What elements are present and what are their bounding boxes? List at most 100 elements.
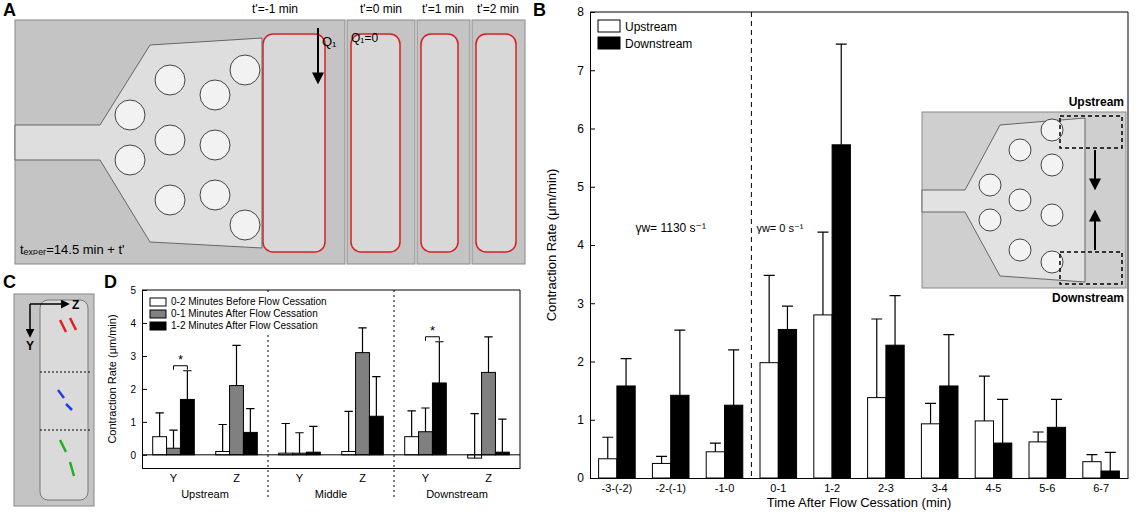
legend-item: 0-2 Minutes Before Flow Cessation bbox=[150, 296, 327, 307]
error-bar bbox=[435, 342, 443, 383]
pillar bbox=[155, 65, 185, 95]
axis-arrow bbox=[30, 303, 68, 305]
pillar bbox=[1041, 154, 1063, 176]
x-tick: 1-2 bbox=[824, 478, 840, 494]
error-bar bbox=[344, 411, 352, 451]
panel-c: ZY bbox=[14, 294, 94, 506]
clot-outline bbox=[421, 34, 458, 252]
y-tick-label: 2 bbox=[130, 384, 136, 395]
y-tick: 8 bbox=[577, 5, 595, 19]
y-tick: 2 bbox=[130, 384, 147, 395]
error-bar bbox=[1086, 455, 1097, 462]
y-tick-mark bbox=[142, 356, 147, 357]
legend-swatch bbox=[598, 37, 620, 49]
bar bbox=[369, 416, 383, 455]
x-tick-label: 3-4 bbox=[932, 482, 948, 494]
error-bar bbox=[421, 408, 429, 432]
y-tick: 3 bbox=[577, 297, 595, 311]
bar bbox=[778, 329, 796, 478]
y-tick-label: 3 bbox=[577, 297, 584, 311]
y-tick-mark bbox=[590, 245, 595, 246]
error-bar bbox=[836, 44, 847, 145]
x-tick-label: 2-3 bbox=[878, 482, 894, 494]
group-label: Middle bbox=[315, 488, 347, 500]
x-tick-label: -2-(-1) bbox=[655, 482, 686, 494]
panel-letter: C bbox=[3, 272, 16, 292]
group-label: Downstream bbox=[426, 488, 488, 500]
legend-item: Upstream bbox=[598, 20, 677, 34]
legend-swatch bbox=[150, 322, 166, 330]
error-bar bbox=[484, 337, 492, 373]
bar bbox=[671, 395, 689, 478]
x-tick-label: 0-1 bbox=[770, 482, 786, 494]
plot-marks bbox=[599, 44, 1120, 478]
bar bbox=[1101, 471, 1119, 478]
legend-swatch bbox=[598, 20, 620, 32]
x-tick: Z bbox=[233, 468, 240, 484]
y-axis-line bbox=[143, 291, 148, 469]
pillar bbox=[230, 210, 260, 240]
x-tick-label: -1-0 bbox=[715, 482, 735, 494]
bar bbox=[868, 398, 886, 478]
y-tick: 4 bbox=[577, 238, 595, 252]
bar bbox=[832, 145, 850, 478]
error-bar bbox=[155, 413, 163, 437]
region-divider bbox=[40, 372, 92, 373]
x-tick: -1-0 bbox=[715, 478, 735, 494]
y-tick-label: 1 bbox=[577, 413, 584, 427]
bar bbox=[1047, 427, 1065, 478]
y-tick-label: 1 bbox=[130, 417, 136, 428]
x-tick-label: Y bbox=[422, 472, 430, 484]
x-tick: 4-5 bbox=[986, 478, 1002, 494]
bar bbox=[725, 405, 743, 478]
error-bar bbox=[295, 433, 303, 453]
trajectory bbox=[58, 390, 64, 398]
inset-label: Downstream bbox=[1052, 291, 1124, 305]
pillar bbox=[979, 209, 1001, 231]
group-label: Upstream bbox=[181, 488, 229, 500]
group-divider bbox=[394, 290, 395, 498]
error-bar bbox=[1033, 432, 1044, 442]
error-bar bbox=[602, 437, 613, 459]
legend-label: 1-2 Minutes After Flow Cessation bbox=[171, 320, 318, 331]
y-tick-label: 4 bbox=[130, 318, 136, 329]
x-tick-label: 6-7 bbox=[1093, 482, 1109, 494]
time-label: tₑₓₚₑᵣ=14.5 min + t' bbox=[20, 242, 125, 257]
micrograph-frame bbox=[15, 20, 345, 264]
plot-marks bbox=[153, 328, 510, 458]
y-tick: 5 bbox=[130, 285, 147, 296]
bar bbox=[356, 353, 370, 455]
x-tick-label: Z bbox=[359, 472, 366, 484]
error-bar bbox=[1105, 452, 1116, 471]
region-box bbox=[1060, 116, 1122, 148]
bar bbox=[419, 432, 433, 455]
legend: 0-2 Minutes Before Flow Cessation0-1 Min… bbox=[147, 295, 330, 333]
y-tick: 1 bbox=[130, 417, 147, 428]
y-axis: 012345678 bbox=[577, 5, 595, 485]
y-tick-mark bbox=[142, 290, 147, 291]
x-tick: 6-7 bbox=[1093, 478, 1109, 494]
pillar bbox=[979, 174, 1001, 196]
x-tick-label: Z bbox=[233, 472, 240, 484]
bar bbox=[994, 443, 1012, 478]
legend-label: 0-2 Minutes Before Flow Cessation bbox=[171, 296, 327, 307]
micrograph-frame bbox=[347, 20, 415, 264]
frame-label: t'=-1 min bbox=[252, 2, 298, 16]
error-bar bbox=[1051, 399, 1062, 427]
error-bar bbox=[470, 414, 478, 459]
bar bbox=[814, 315, 832, 478]
x-tick-label: 4-5 bbox=[986, 482, 1002, 494]
error-bar bbox=[281, 424, 289, 454]
error-bar bbox=[358, 328, 366, 353]
bar bbox=[153, 437, 167, 455]
y-axis-title: Contraction Rate (μm/min) bbox=[106, 314, 118, 443]
flow-cessation-line bbox=[751, 12, 752, 478]
bar bbox=[599, 459, 617, 478]
clot-region bbox=[40, 300, 88, 500]
bar bbox=[617, 386, 635, 478]
bar bbox=[921, 424, 939, 478]
y-tick-mark bbox=[590, 70, 595, 71]
inset-label: Upstream bbox=[1069, 95, 1124, 109]
y-tick-label: 7 bbox=[577, 64, 584, 78]
y-tick-mark bbox=[142, 389, 147, 390]
